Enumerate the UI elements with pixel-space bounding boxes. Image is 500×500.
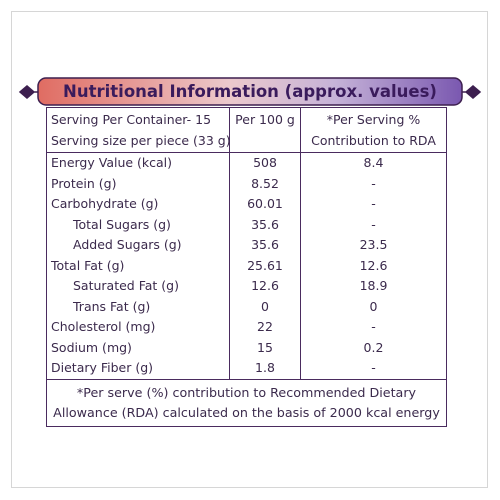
per-100g: 0 (229, 296, 301, 317)
nutrient-name: Dietary Fiber (g) (46, 358, 230, 380)
per-100g: 508 (229, 152, 301, 174)
title: Nutritional Information (approx. values) (63, 82, 437, 101)
rda-percent: 0 (300, 296, 447, 317)
header-line: Serving Per Container- 15 (51, 112, 212, 127)
nutrient-name: Total Sugars (g) (46, 214, 230, 235)
nutrient-name: Total Fat (g) (46, 255, 230, 276)
nutrient-row: Saturated Fat (g) 12.6 18.9 (46, 276, 447, 297)
per-100g: 15 (229, 337, 301, 358)
rda-percent: 23.5 (300, 235, 447, 256)
nutrition-table: Serving Per Container- 15 Serving size pe… (46, 107, 447, 427)
nutrient-name: Sodium (mg) (46, 337, 230, 358)
nutrient-row: Sodium (mg) 15 0.2 (46, 337, 447, 358)
per-100g: 35.6 (229, 214, 301, 235)
header-cell: Serving Per Container- 15 Serving size pe… (46, 107, 231, 153)
rda-percent: - (300, 358, 447, 380)
nutrient-row: Trans Fat (g) 0 0 (46, 296, 447, 317)
footnote: *Per serve (%) contribution to Recommend… (46, 378, 447, 427)
header-line: Contribution to RDA (311, 133, 436, 148)
nutrient-row: Protein (g) 8.52- (46, 173, 447, 194)
rda-percent: - (300, 214, 447, 235)
banner (18, 77, 482, 106)
rda-percent: - (300, 317, 447, 338)
per-100g: 35.6 (229, 235, 301, 256)
rda-percent: 8.4 (300, 152, 447, 174)
nutrient-row: Total Fat (g) 25.61 12.6 (46, 255, 447, 276)
footnote-line: *Per serve (%) contribution to Recommend… (76, 384, 417, 400)
nutrient-row: Energy Value (kcal) 508 8.4 (46, 152, 447, 174)
per-100g: 12.6 (229, 276, 301, 297)
per-100g: 22 (229, 317, 301, 338)
rda-percent: 0.2 (300, 337, 447, 358)
nutrient-row: Dietary Fiber (g) 1.8- (46, 358, 447, 380)
frame (11, 11, 488, 488)
nutrient-row: Carbohydrate (g) 60.01- (46, 194, 447, 215)
rda-percent: - (300, 173, 447, 194)
rda-percent: 12.6 (300, 255, 447, 276)
footnote-line: Allowance (RDA) calculated on the basis … (53, 404, 440, 420)
header-cell: *Per Serving % Contribution to RDA (300, 107, 447, 153)
header-row: Serving Per Container- 15 Serving size pe… (46, 107, 447, 153)
nutrient-name: Added Sugars (g) (46, 235, 230, 256)
table-body: Serving Per Container- 15 Serving size pe… (46, 107, 447, 427)
header-line: Serving size per piece (33 g) (51, 133, 231, 148)
nutrient-name: Trans Fat (g) (46, 296, 230, 317)
header-line: *Per Serving % (326, 112, 421, 127)
header-cell: Per 100 g (229, 107, 301, 153)
nutrient-name: Carbohydrate (g) (46, 194, 230, 215)
per-100g: 60.01 (229, 194, 301, 215)
per-100g: 1.8 (229, 358, 301, 380)
nutrient-name: Energy Value (kcal) (46, 152, 230, 174)
nutrient-row: Cholesterol (mg) 22- (46, 317, 447, 338)
nutrient-name: Cholesterol (mg) (46, 317, 230, 338)
nutrient-name: Protein (g) (46, 173, 230, 194)
footnote-row: *Per serve (%) contribution to Recommend… (46, 378, 447, 427)
per-100g: 25.61 (229, 255, 301, 276)
nutrient-row: Added Sugars (g) 35.6 23.5 (46, 235, 447, 256)
nutrient-name: Saturated Fat (g) (46, 276, 230, 297)
rda-percent: - (300, 194, 447, 215)
per-100g: 8.52 (229, 173, 301, 194)
nutrient-row: Total Sugars (g) 35.6- (46, 214, 447, 235)
rda-percent: 18.9 (300, 276, 447, 297)
